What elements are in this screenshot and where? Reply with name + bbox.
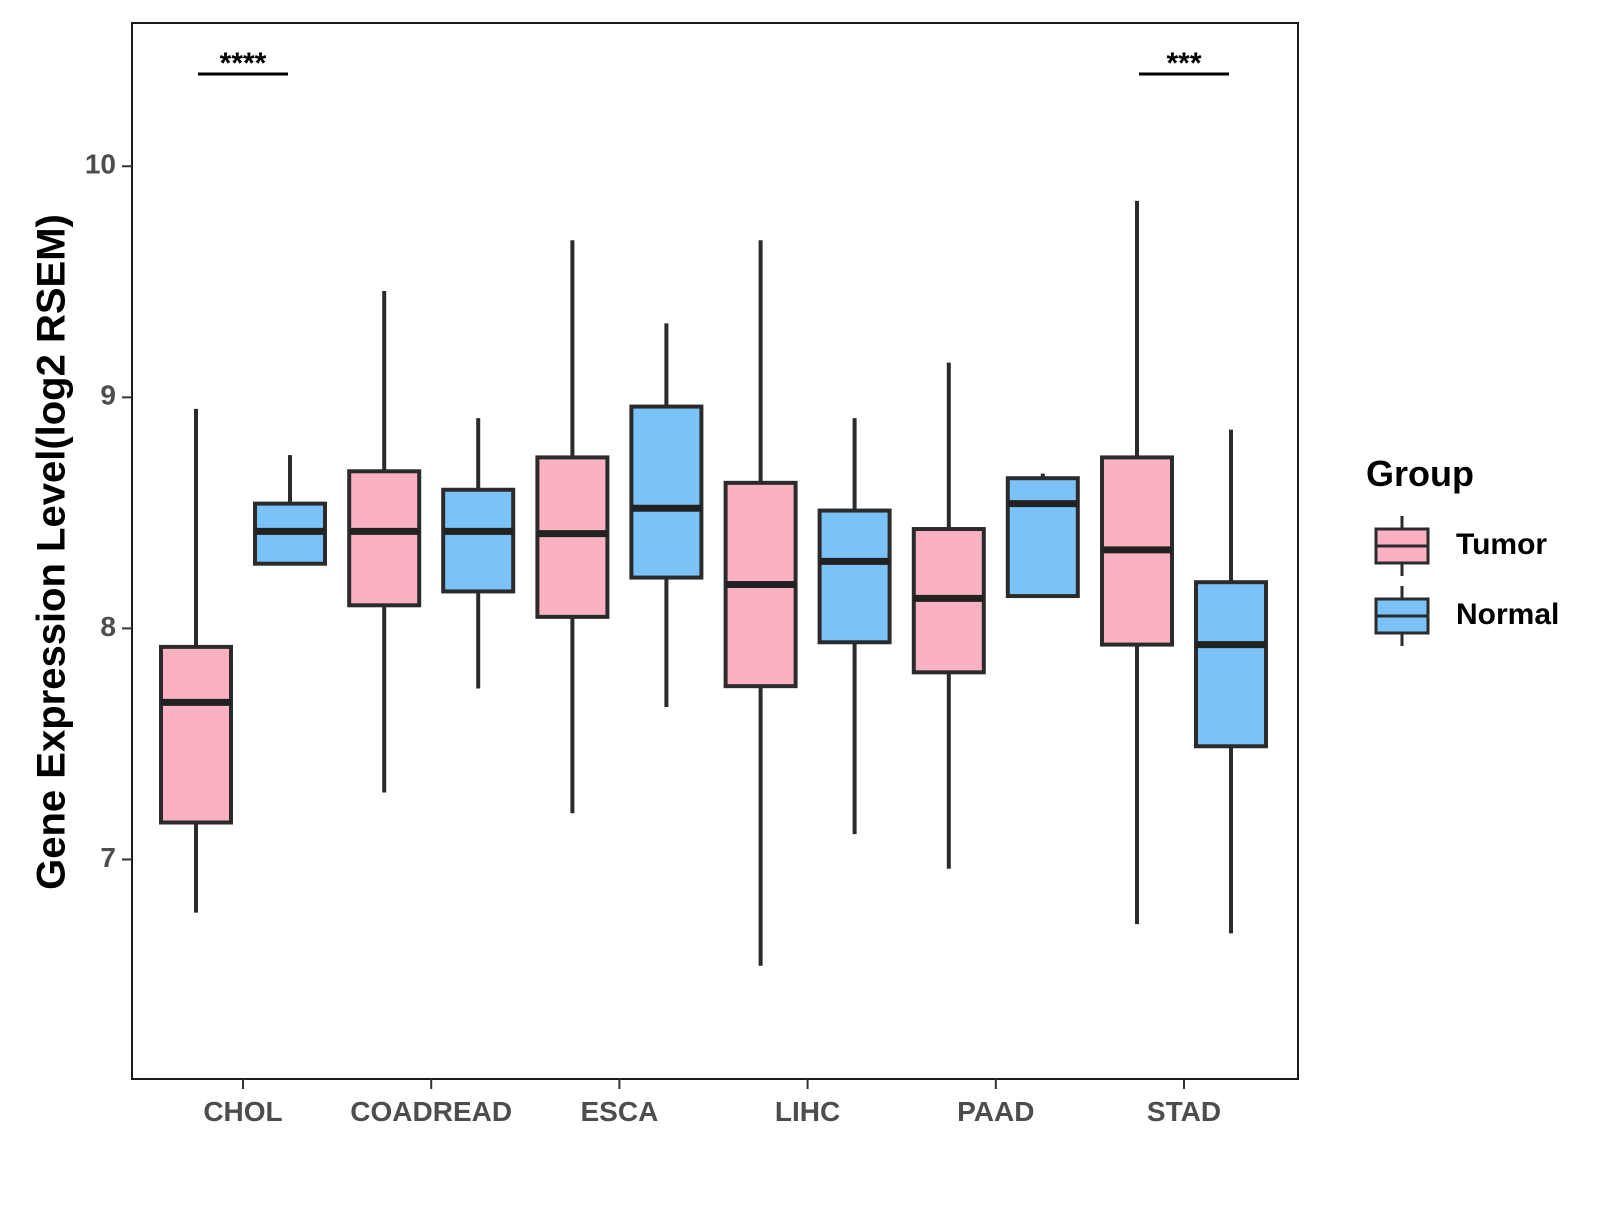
box-body: [1005, 476, 1080, 599]
x-tick-label-lihc: LIHC: [775, 1096, 840, 1127]
y-axis: 7 8 9 10: [85, 149, 132, 873]
box-normal-chol: [253, 455, 327, 566]
box-normal-coadread: [441, 418, 516, 689]
box-normal-esca: [629, 323, 704, 707]
box-tumor-paad: [911, 362, 986, 869]
box-body: [629, 404, 704, 580]
box-body: [159, 644, 233, 825]
x-tick-label-paad: PAAD: [957, 1096, 1034, 1127]
box-normal-lihc: [817, 418, 892, 835]
x-tick-label-coadread: COADREAD: [350, 1096, 512, 1127]
legend-entry-normal: Normal: [1374, 586, 1559, 646]
significance-annotations: **** ***: [198, 47, 1229, 80]
y-tick-label: 10: [85, 149, 116, 180]
box-body: [817, 508, 892, 645]
y-tick-label: 7: [100, 842, 116, 873]
box-tumor-esca: [535, 240, 610, 814]
box-normal-paad: [1005, 473, 1080, 599]
y-axis-title: Gene Expression Level(log2 RSEM): [30, 214, 74, 890]
box-series-group: [159, 200, 1268, 966]
box-tumor-coadread: [347, 291, 422, 793]
x-tick-label-chol: CHOL: [203, 1096, 282, 1127]
box-normal-stad: [1194, 429, 1268, 934]
legend: Group Tumor Normal: [1366, 453, 1559, 646]
x-tick-label-esca: ESCA: [581, 1096, 659, 1127]
box-body: [1194, 580, 1268, 749]
x-axis: CHOL COADREAD ESCA LIHC PAAD STAD: [203, 1079, 1221, 1127]
legend-label-tumor: Tumor: [1456, 528, 1547, 561]
legend-title: Group: [1366, 453, 1474, 494]
box-body: [441, 487, 516, 594]
significance-label: ****: [220, 47, 267, 80]
legend-label-normal: Normal: [1456, 598, 1559, 631]
legend-entry-tumor: Tumor: [1374, 516, 1547, 576]
box-tumor-lihc: [723, 240, 798, 966]
box-tumor-stad: [1100, 200, 1174, 925]
y-tick-label: 9: [100, 380, 116, 411]
y-tick-label: 8: [100, 611, 116, 642]
box-body: [347, 469, 422, 608]
significance-label: ***: [1166, 47, 1201, 80]
x-tick-label-stad: STAD: [1147, 1096, 1221, 1127]
box-tumor-chol: [159, 408, 233, 913]
